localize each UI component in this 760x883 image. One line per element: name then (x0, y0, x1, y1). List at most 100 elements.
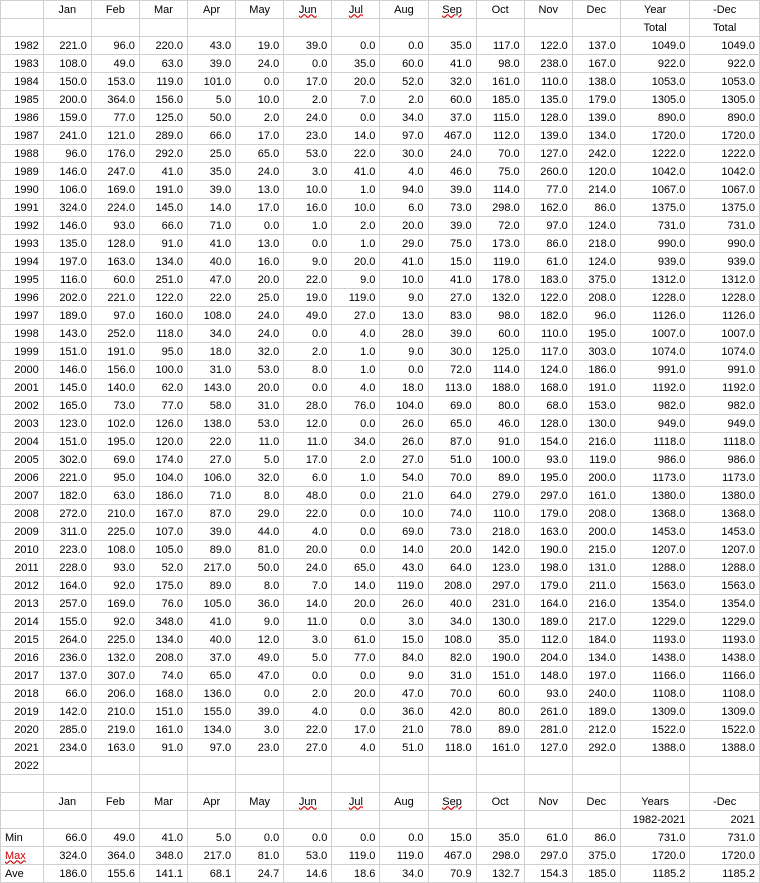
value-cell: 25.0 (188, 145, 236, 163)
total-cell: 1305.0 (620, 91, 689, 109)
cell (476, 811, 524, 829)
value-cell: 143.0 (43, 325, 91, 343)
value-cell: 179.0 (524, 577, 572, 595)
value-cell: 53.0 (236, 361, 284, 379)
value-cell: 20.0 (380, 217, 428, 235)
data-row: 1999151.0191.095.018.032.02.01.09.030.01… (1, 343, 760, 361)
value-cell: 105.0 (139, 541, 187, 559)
value-cell: 41.0 (332, 163, 380, 181)
cell (524, 19, 572, 37)
cell (1, 793, 44, 811)
value-cell: 30.0 (380, 145, 428, 163)
dec-cell: 1049.0 (690, 37, 760, 55)
value-cell: 5.0 (284, 649, 332, 667)
value-cell: 17.0 (236, 199, 284, 217)
value-cell: 18.0 (188, 343, 236, 361)
total-cell: 1108.0 (620, 685, 689, 703)
value-cell: 93.0 (91, 217, 139, 235)
dec-cell: 1563.0 (690, 577, 760, 595)
dec-cell: 1229.0 (690, 613, 760, 631)
month-header: Dec (572, 793, 620, 811)
cell (91, 19, 139, 37)
value-cell: 210.0 (91, 703, 139, 721)
dec-cell: 991.0 (690, 361, 760, 379)
month-header: Apr (188, 793, 236, 811)
value-cell: 124.0 (572, 217, 620, 235)
value-cell: 297.0 (476, 577, 524, 595)
min-cell: 15.0 (428, 829, 476, 847)
year-cell: 1994 (1, 253, 44, 271)
min-cell: 35.0 (476, 829, 524, 847)
value-cell: 83.0 (428, 307, 476, 325)
value-cell: 115.0 (476, 109, 524, 127)
year-cell: 1990 (1, 181, 44, 199)
value-cell: 39.0 (188, 181, 236, 199)
value-cell: 15.0 (380, 631, 428, 649)
value-cell: 89.0 (188, 541, 236, 559)
value-cell: 169.0 (91, 595, 139, 613)
dec-cell: 1166.0 (690, 667, 760, 685)
value-cell: 86.0 (572, 199, 620, 217)
value-cell: 17.0 (284, 451, 332, 469)
year-header: Year (620, 1, 689, 19)
value-cell: 0.0 (380, 37, 428, 55)
value-cell: 52.0 (139, 559, 187, 577)
data-row: 2013257.0169.076.0105.036.014.020.026.04… (1, 595, 760, 613)
value-cell: 36.0 (380, 703, 428, 721)
value-cell: 10.0 (332, 199, 380, 217)
data-row: 1998143.0252.0118.034.024.00.04.028.039.… (1, 325, 760, 343)
data-row: 2008272.0210.0167.087.029.022.00.010.074… (1, 505, 760, 523)
value-cell: 39.0 (428, 181, 476, 199)
ave-cell: 155.6 (91, 865, 139, 883)
cell (476, 775, 524, 793)
value-cell: 26.0 (380, 433, 428, 451)
value-cell: 12.0 (236, 631, 284, 649)
value-cell: 112.0 (476, 127, 524, 145)
value-cell: 163.0 (524, 523, 572, 541)
value-cell (428, 757, 476, 775)
total-cell: 939.0 (620, 253, 689, 271)
value-cell: 0.0 (284, 667, 332, 685)
value-cell: 0.0 (284, 379, 332, 397)
total-cell: 1309.0 (620, 703, 689, 721)
value-cell: 195.0 (91, 433, 139, 451)
value-cell: 178.0 (476, 271, 524, 289)
value-cell: 34.0 (428, 613, 476, 631)
total-cell: 986.0 (620, 451, 689, 469)
value-cell: 41.0 (188, 235, 236, 253)
min-cell: 86.0 (572, 829, 620, 847)
value-cell: 122.0 (524, 37, 572, 55)
value-cell: 30.0 (428, 343, 476, 361)
max-dec: 1720.0 (690, 847, 760, 865)
data-row: 1995116.060.0251.047.020.022.09.010.041.… (1, 271, 760, 289)
value-cell: 82.0 (428, 649, 476, 667)
cell (1, 775, 44, 793)
value-cell: 298.0 (476, 199, 524, 217)
value-cell: 49.0 (236, 649, 284, 667)
value-cell: 153.0 (572, 397, 620, 415)
value-cell: 20.0 (284, 541, 332, 559)
total-cell: 1229.0 (620, 613, 689, 631)
value-cell: 228.0 (43, 559, 91, 577)
value-cell: 134.0 (139, 253, 187, 271)
value-cell: 182.0 (524, 307, 572, 325)
value-cell: 93.0 (524, 451, 572, 469)
cell (139, 775, 187, 793)
value-cell: 11.0 (284, 433, 332, 451)
total-cell: 1042.0 (620, 163, 689, 181)
value-cell: 200.0 (43, 91, 91, 109)
value-cell: 162.0 (524, 199, 572, 217)
value-cell: 114.0 (476, 361, 524, 379)
value-cell: 8.0 (236, 487, 284, 505)
cell (139, 811, 187, 829)
value-cell: 208.0 (428, 577, 476, 595)
value-cell: 119.0 (332, 289, 380, 307)
min-cell: 0.0 (332, 829, 380, 847)
value-cell: 156.0 (91, 361, 139, 379)
value-cell: 134.0 (139, 631, 187, 649)
value-cell: 191.0 (139, 181, 187, 199)
value-cell: 9.0 (380, 343, 428, 361)
data-row: 1997189.097.0160.0108.024.049.027.013.08… (1, 307, 760, 325)
value-cell: 98.0 (476, 307, 524, 325)
cell (1, 19, 44, 37)
